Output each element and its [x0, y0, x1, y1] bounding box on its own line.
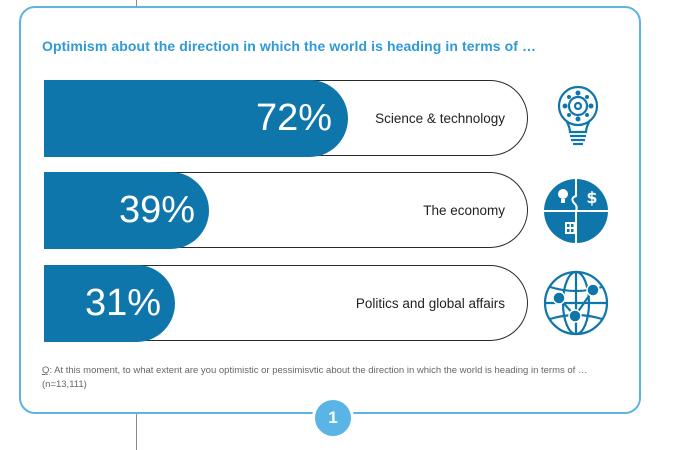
svg-text:$: $ [586, 188, 597, 207]
bar-science-technology: 72% [44, 79, 348, 157]
category-label-science-technology: Science & technology [375, 110, 505, 126]
value-label-economy: 39% [118, 188, 195, 231]
globe-network-icon [543, 270, 609, 336]
lightbulb-gears-icon [557, 85, 599, 146]
economy-puzzle-icon: $ [544, 179, 608, 243]
question-prefix: Q [42, 365, 50, 376]
bar-row-science-technology: 72% Science & technology [44, 79, 528, 157]
bottom-connector-line [136, 414, 137, 450]
question-footnote: Q: At this moment, to what extent are yo… [42, 364, 602, 392]
chart-title: Optimism about the direction in which th… [42, 38, 537, 54]
page-number-badge: 1 [312, 397, 354, 439]
top-connector-line [136, 0, 137, 8]
value-label-politics: 31% [84, 281, 161, 324]
value-label-science-technology: 72% [255, 96, 332, 139]
category-label-economy: The economy [423, 202, 505, 218]
bar-politics: 31% [44, 264, 175, 342]
bar-row-economy: 39% The economy [44, 171, 528, 249]
bar-economy: 39% [44, 171, 209, 249]
category-label-politics: Politics and global affairs [355, 295, 505, 311]
question-text: : At this moment, to what extent are you… [42, 365, 588, 390]
bar-row-politics: 31% Politics and global affairs [44, 264, 528, 342]
